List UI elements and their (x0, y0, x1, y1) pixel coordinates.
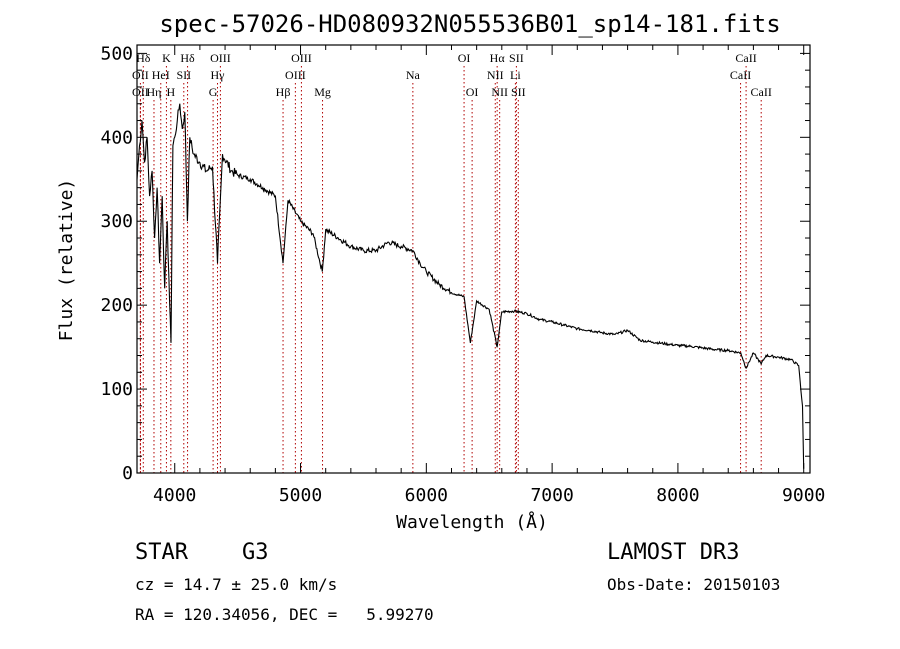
spectral-line-label: Hγ (211, 68, 226, 82)
spectral-line-label: Na (406, 68, 421, 82)
chart-title: spec-57026-HD080932N055536B01_sp14-181.f… (159, 10, 780, 38)
y-tick-label: 0 (122, 463, 133, 484)
spectral-line-label: NII (487, 68, 504, 82)
obs-date: Obs-Date: 20150103 (607, 575, 781, 594)
y-axis: 0 100 200 300 400 500 (100, 43, 810, 484)
survey-name: LAMOST DR3 (607, 540, 740, 565)
spectral-line-label: OIII (291, 51, 312, 65)
x-axis-label: Wavelength (Å) (396, 511, 548, 533)
object-class: STAR (135, 540, 188, 565)
x-tick-label: 7000 (530, 485, 573, 506)
spectral-line-label: Hη (147, 85, 162, 99)
spectral-line-label: SII (511, 85, 526, 99)
coordinates: RA = 120.34056, DEC = 5.99270 (135, 605, 434, 624)
object-subclass: G3 (242, 540, 269, 565)
spectral-line-label: CaII (751, 85, 772, 99)
spectral-line-label: Li (510, 68, 521, 82)
spectral-line-label: OI (466, 85, 479, 99)
spectral-line-label: OII (132, 85, 149, 99)
spectral-line-label: OII (132, 68, 149, 82)
x-tick-label: 5000 (279, 485, 322, 506)
spectral-line-label: Mg (314, 85, 331, 99)
y-tick-label: 400 (100, 127, 133, 148)
spectral-line-label: Hα (490, 51, 506, 65)
spectral-line-label: OI (458, 51, 471, 65)
x-tick-label: 8000 (656, 485, 699, 506)
spectral-line-label: SII (509, 51, 524, 65)
spectral-line-label: Hβ (276, 85, 291, 99)
y-axis-label: Flux (relative) (56, 179, 77, 342)
plot-frame (136, 44, 811, 474)
spectral-line-label: HeI (152, 68, 170, 82)
x-tick-label: 9000 (782, 485, 825, 506)
y-tick-label: 500 (100, 43, 133, 64)
spectral-line-label: H (167, 85, 176, 99)
x-axis: 4000 5000 6000 7000 8000 9000 (153, 45, 825, 506)
spectral-line-label: G (209, 85, 218, 99)
spectrum-series-line (136, 103, 805, 469)
spectral-line-label: NII (491, 85, 508, 99)
spectral-line-label: CaII (735, 51, 756, 65)
y-tick-label: 200 (100, 295, 133, 316)
spectral-line-label: K (162, 51, 171, 65)
spectral-line-label: OIII (285, 68, 306, 82)
spectral-line-markers: Hδ OII OII K HeI Hη H Hδ SII OIII Hγ G OIII OIII Hβ Mg N… (132, 51, 772, 473)
spectral-line-label: CaII (730, 68, 751, 82)
redshift-info: cz = 14.7 ± 25.0 km/s (135, 575, 338, 594)
spectral-line-label: Hδ (180, 51, 195, 65)
spectral-line-label: SII (176, 68, 191, 82)
spectral-line-label: Hδ (136, 51, 151, 65)
x-tick-label: 6000 (405, 485, 448, 506)
y-tick-label: 100 (100, 379, 133, 400)
y-tick-label: 300 (100, 211, 133, 232)
spectral-line-label: OIII (210, 51, 231, 65)
x-tick-label: 4000 (153, 485, 196, 506)
